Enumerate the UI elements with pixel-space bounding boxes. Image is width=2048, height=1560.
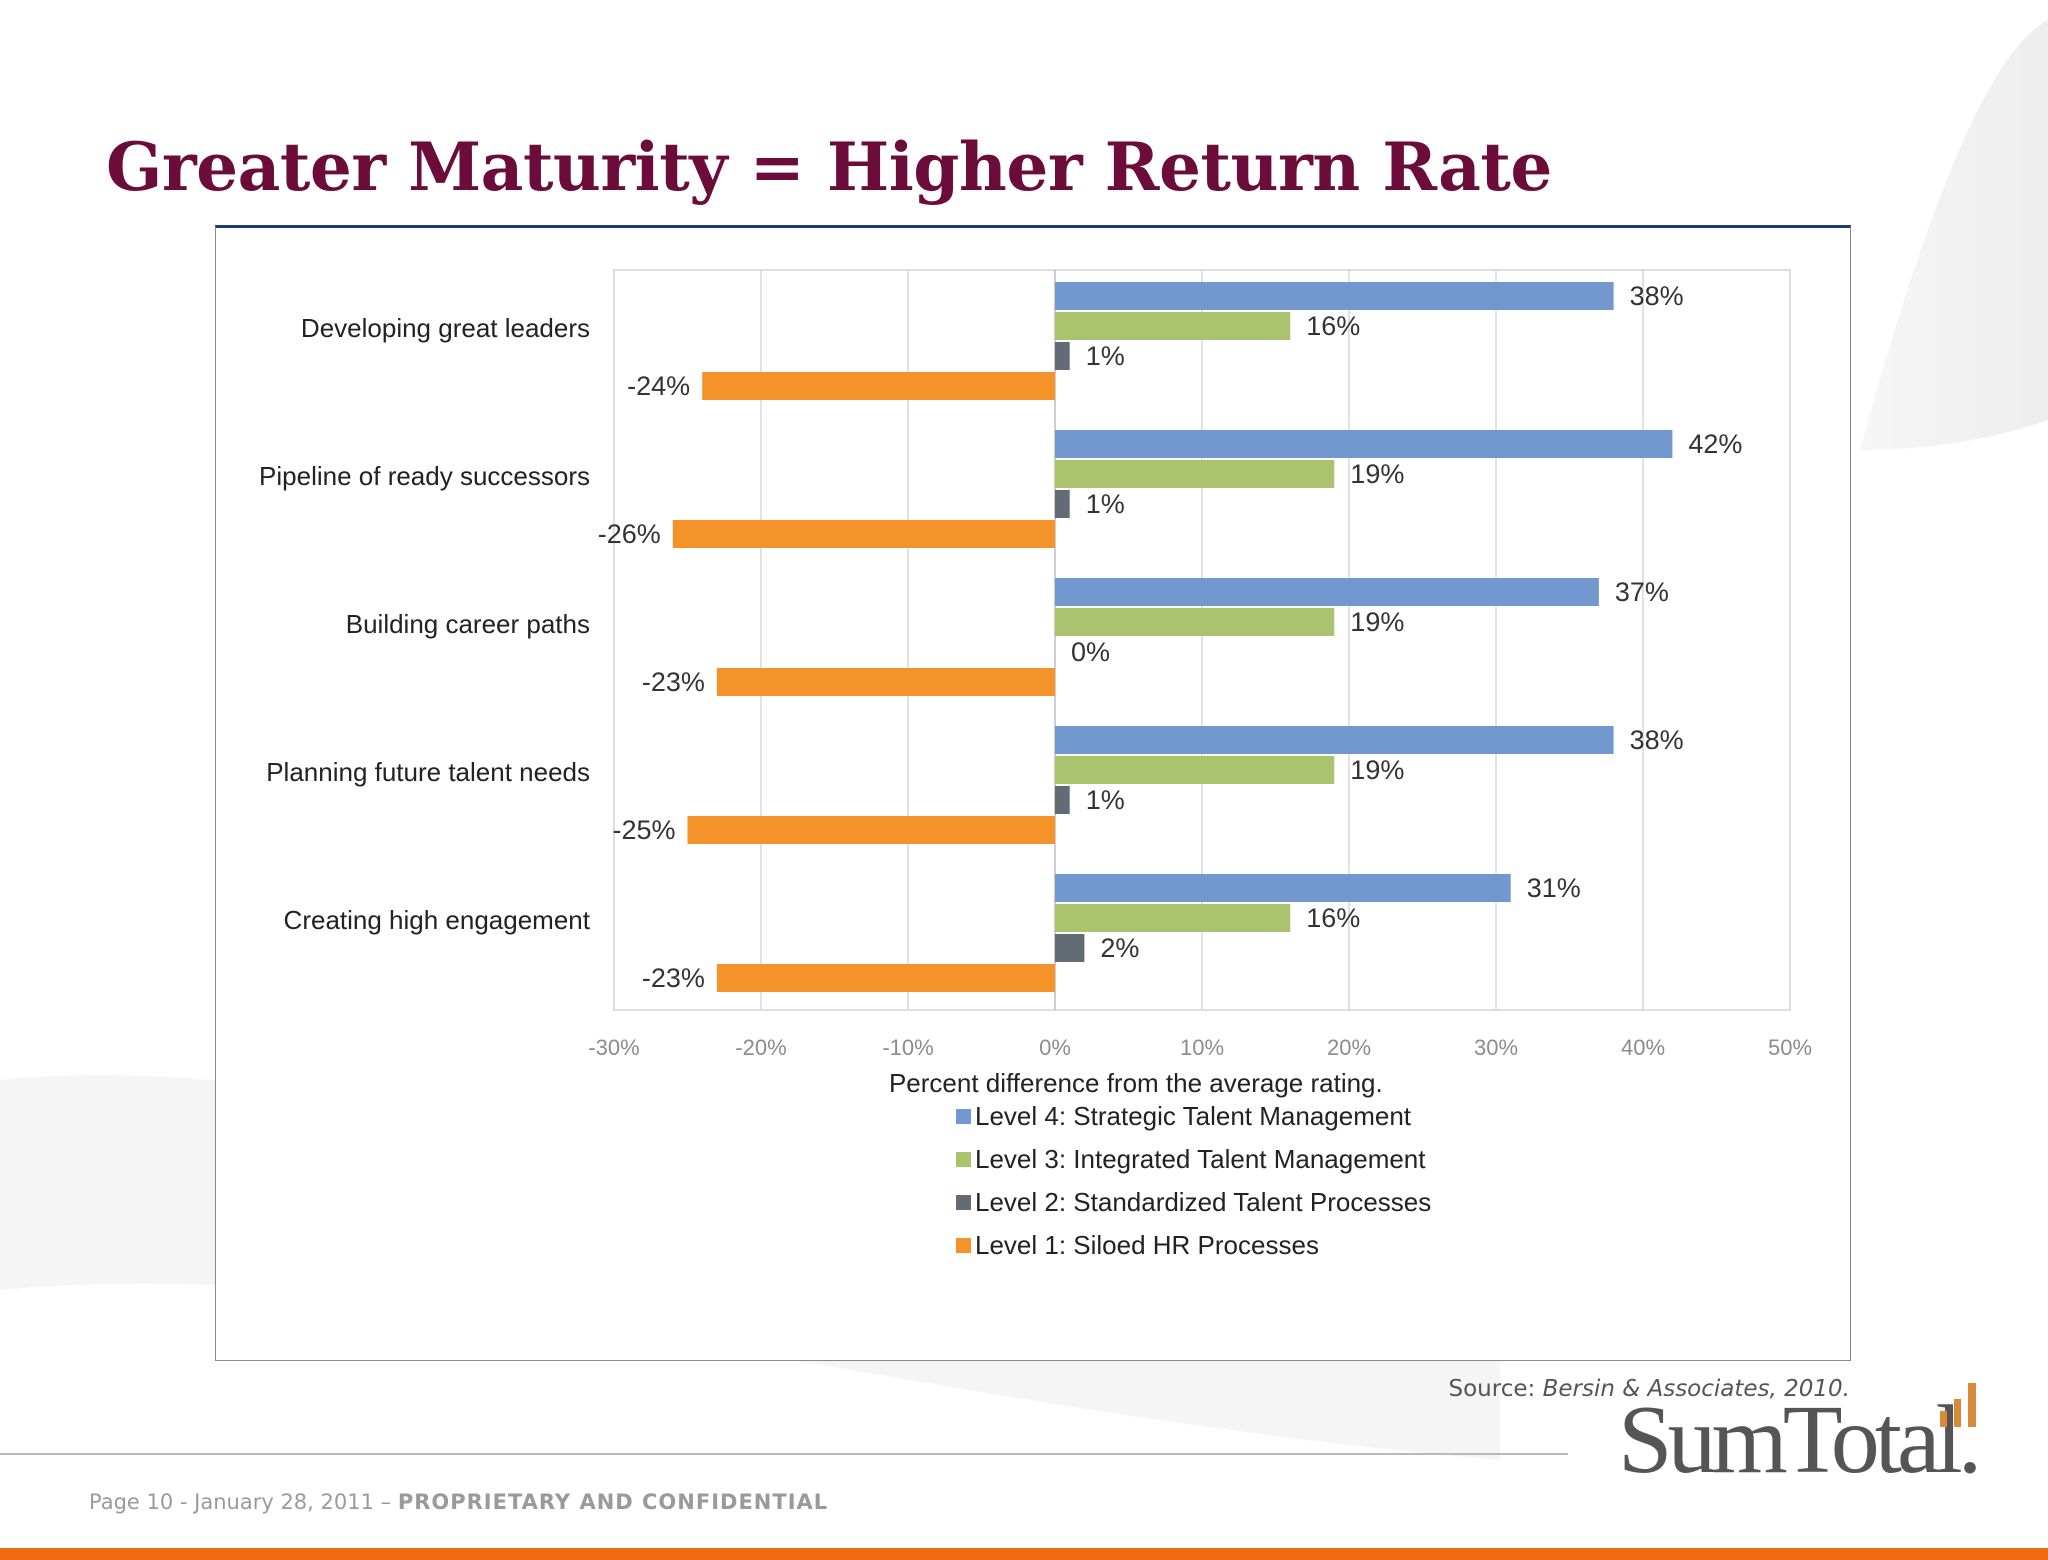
bar [1055, 904, 1291, 932]
data-label: 1% [1086, 341, 1125, 371]
source-text: Bersin & Associates, 2010. [1542, 1376, 1850, 1402]
bottom-accent-bar [0, 1548, 2048, 1560]
data-label: 42% [1688, 429, 1742, 459]
footer-page: Page 10 - January 28, 2011 – [89, 1490, 398, 1514]
bar [672, 520, 1055, 548]
logo-bars-icon [1940, 1383, 1976, 1427]
category-label: Creating high engagement [284, 905, 591, 935]
bar [1055, 756, 1335, 784]
bar [1055, 430, 1673, 458]
legend-swatch [956, 1195, 971, 1210]
footer-confidential: PROPRIETARY AND CONFIDENTIAL [397, 1490, 829, 1514]
data-label: 1% [1086, 785, 1125, 815]
bar-chart: -30% -20% -10% 0% 10% 20% 30% 40% 50% 38% 16% 1% -24… [259, 269, 1812, 1260]
data-label: 38% [1630, 281, 1684, 311]
x-tick-label: 10% [1180, 1035, 1224, 1060]
x-tick-label: 50% [1768, 1035, 1812, 1060]
data-label: -24% [627, 371, 690, 401]
x-axis-title: Percent difference from the average rati… [889, 1068, 1383, 1098]
data-label: 0% [1071, 637, 1110, 667]
bar [1055, 490, 1070, 518]
x-tick-label: 20% [1327, 1035, 1371, 1060]
data-label: 37% [1615, 577, 1669, 607]
data-label: 2% [1100, 933, 1139, 963]
legend-label: Level 4: Strategic Talent Management [975, 1101, 1412, 1131]
x-tick-label: -30% [588, 1035, 639, 1060]
data-label: 38% [1630, 725, 1684, 755]
bar [1055, 282, 1614, 310]
legend-swatch [956, 1152, 971, 1167]
bar [716, 964, 1055, 992]
category-label: Developing great leaders [301, 313, 590, 343]
bar [687, 816, 1055, 844]
bar [1055, 934, 1085, 962]
footer-divider [0, 1453, 1568, 1455]
data-label: -25% [612, 815, 675, 845]
bar [1055, 786, 1070, 814]
data-label: -23% [642, 667, 705, 697]
bar [1055, 608, 1335, 636]
category-label: Pipeline of ready successors [259, 461, 590, 491]
bar [1055, 874, 1511, 902]
bar [1055, 460, 1335, 488]
bar [1055, 726, 1614, 754]
source-citation: Source: Bersin & Associates, 2010. [1300, 1376, 1850, 1402]
x-tick-label: -10% [882, 1035, 933, 1060]
data-label: 19% [1350, 607, 1404, 637]
category-label: Planning future talent needs [266, 757, 590, 787]
data-label: 16% [1306, 311, 1360, 341]
sumtotal-logo: SumTotal. [1618, 1386, 1982, 1494]
source-label: Source: [1448, 1376, 1543, 1402]
data-label: 31% [1527, 873, 1581, 903]
category-label: Building career paths [346, 609, 590, 639]
legend-label: Level 1: Siloed HR Processes [975, 1230, 1319, 1260]
bar [716, 668, 1055, 696]
data-label: -23% [642, 963, 705, 993]
bar [1055, 578, 1599, 606]
x-tick-label: 0% [1039, 1035, 1071, 1060]
bar [1055, 342, 1070, 370]
data-label: 19% [1350, 755, 1404, 785]
data-label: 19% [1350, 459, 1404, 489]
bar [1055, 312, 1291, 340]
footer: Page 10 - January 28, 2011 – PROPRIETARY… [89, 1490, 828, 1514]
legend-swatch [956, 1238, 971, 1253]
x-tick-label: -20% [735, 1035, 786, 1060]
legend-label: Level 3: Integrated Talent Management [975, 1144, 1426, 1174]
x-tick-label: 30% [1474, 1035, 1518, 1060]
x-tick-label: 40% [1621, 1035, 1665, 1060]
data-label: 1% [1086, 489, 1125, 519]
legend-label: Level 2: Standardized Talent Processes [975, 1187, 1431, 1217]
legend-swatch [956, 1109, 971, 1124]
chart-frame: -30% -20% -10% 0% 10% 20% 30% 40% 50% 38% 16% 1% -24… [215, 225, 1851, 1361]
data-label: -26% [598, 519, 661, 549]
data-label: 16% [1306, 903, 1360, 933]
bar [702, 372, 1055, 400]
slide-title: Greater Maturity = Higher Return Rate [106, 128, 1552, 206]
